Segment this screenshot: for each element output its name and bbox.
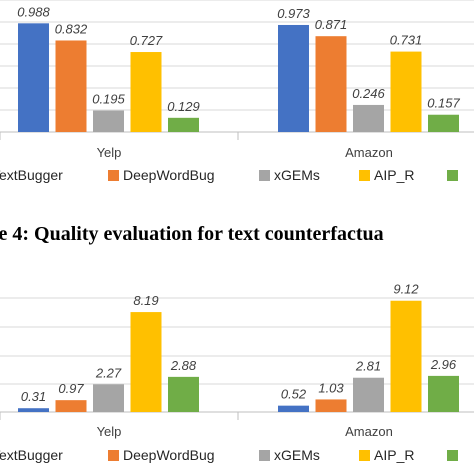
category-label: Yelp — [97, 145, 122, 160]
data-label: 9.12 — [393, 282, 419, 297]
legend-entry: xGEMs — [274, 167, 320, 183]
legend-swatch — [359, 450, 370, 461]
bar — [55, 400, 87, 412]
bar — [428, 375, 459, 412]
legend-entry: TextBugger — [0, 167, 63, 183]
bar — [278, 405, 309, 412]
bar — [353, 104, 384, 132]
legend-top: TextBugger DeepWordBug xGEMs AIP_R — [0, 167, 458, 183]
chart-quality-bottom: Yelp 0.31 0.97 2.27 8.19 2.88 Amazon 0.52 1.03 2.… — [0, 282, 474, 439]
bar — [18, 408, 49, 412]
legend-swatch — [108, 170, 119, 181]
bar — [130, 52, 162, 132]
legend-swatch — [359, 170, 370, 181]
bar — [315, 399, 347, 412]
legend-entry: AIP_R — [374, 447, 414, 463]
data-label: 0.52 — [281, 387, 307, 402]
data-label: 0.973 — [277, 6, 310, 21]
bar — [93, 110, 124, 132]
data-label: 0.727 — [130, 33, 163, 48]
bar — [353, 377, 384, 412]
data-label: 0.157 — [427, 96, 460, 111]
bar — [130, 312, 162, 412]
legend-swatch — [108, 450, 119, 461]
data-label: 1.03 — [318, 380, 344, 395]
data-label: 0.871 — [315, 17, 348, 32]
legend-bottom: TextBugger DeepWordBug xGEMs AIP_R — [0, 447, 458, 463]
bar — [428, 114, 459, 132]
bar — [18, 23, 49, 132]
data-label: 0.988 — [17, 4, 50, 19]
data-label: 2.81 — [355, 359, 381, 374]
data-label: 0.731 — [390, 33, 423, 48]
legend-swatch — [447, 170, 458, 181]
data-label: 0.129 — [167, 99, 200, 114]
data-label: 0.195 — [92, 92, 125, 107]
data-label: 2.88 — [170, 358, 197, 373]
legend-entry: DeepWordBug — [123, 447, 215, 463]
bar — [390, 300, 422, 412]
bar — [168, 117, 199, 132]
bar — [315, 36, 347, 132]
legend-entry: DeepWordBug — [123, 167, 215, 183]
data-label: 0.832 — [55, 21, 88, 36]
data-label: 8.19 — [133, 293, 158, 308]
chart-quality-top: Yelp 0.988 0.832 0.195 0.727 0.129 Amazon 0.973… — [0, 0, 474, 160]
legend-entry: xGEMs — [274, 447, 320, 463]
category-label: Yelp — [97, 424, 122, 439]
data-label: 0.246 — [352, 86, 385, 101]
bar — [278, 24, 309, 132]
legend-swatch — [447, 450, 458, 461]
data-label: 0.31 — [21, 389, 46, 404]
data-label: 0.97 — [58, 381, 84, 396]
category-label: Amazon — [345, 145, 393, 160]
legend-swatch — [259, 170, 270, 181]
bar — [390, 51, 422, 133]
legend-swatch — [259, 450, 270, 461]
category-label: Amazon — [345, 424, 393, 439]
data-label: 2.96 — [430, 357, 457, 372]
legend-entry: AIP_R — [374, 167, 414, 183]
bar — [168, 376, 199, 412]
bar — [55, 40, 87, 133]
legend-entry: TextBugger — [0, 447, 63, 463]
bar — [93, 384, 124, 412]
data-label: 2.27 — [95, 365, 122, 380]
figure-caption: re 4: Quality evaluation for text counte… — [0, 223, 384, 245]
